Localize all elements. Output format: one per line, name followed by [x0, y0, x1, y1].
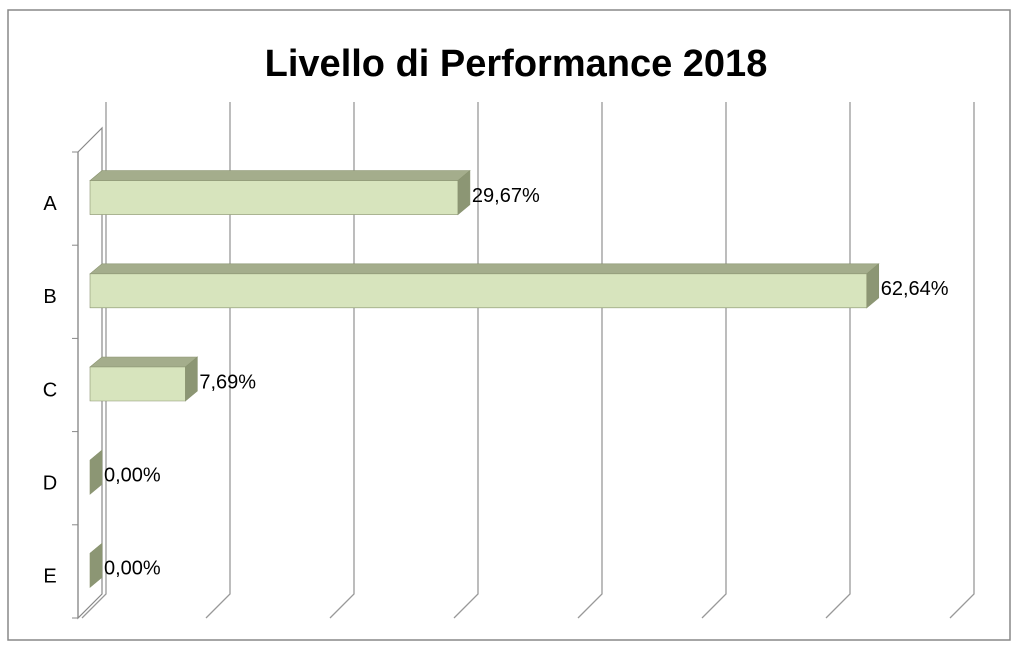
bar: [89, 169, 471, 216]
bar-end: [89, 449, 103, 495]
bar: [89, 449, 103, 495]
chart-border: [7, 9, 1011, 641]
y-tick-label: B: [43, 286, 56, 308]
bar-front: [89, 180, 459, 215]
data-label: 0,00%: [104, 464, 161, 486]
data-label: 7,69%: [199, 371, 256, 393]
bar-front: [89, 366, 186, 402]
data-label: 62,64%: [881, 278, 949, 300]
bar-top: [89, 170, 471, 181]
bar-front: [89, 273, 868, 309]
chart-title: Livello di Performance 2018: [265, 43, 768, 85]
bar: [89, 263, 880, 309]
y-tick-label: D: [43, 472, 57, 494]
y-tick-label: A: [43, 193, 57, 215]
data-label: 29,67%: [472, 185, 540, 207]
grid-line: [949, 102, 975, 619]
bar: [89, 542, 103, 589]
bar-end: [89, 542, 103, 589]
bar: [89, 356, 199, 402]
bar-top: [89, 356, 199, 368]
bar-top: [89, 263, 880, 275]
y-tick-label: C: [43, 379, 57, 401]
data-label: 0,00%: [104, 558, 161, 580]
y-tick-label: E: [43, 566, 56, 588]
